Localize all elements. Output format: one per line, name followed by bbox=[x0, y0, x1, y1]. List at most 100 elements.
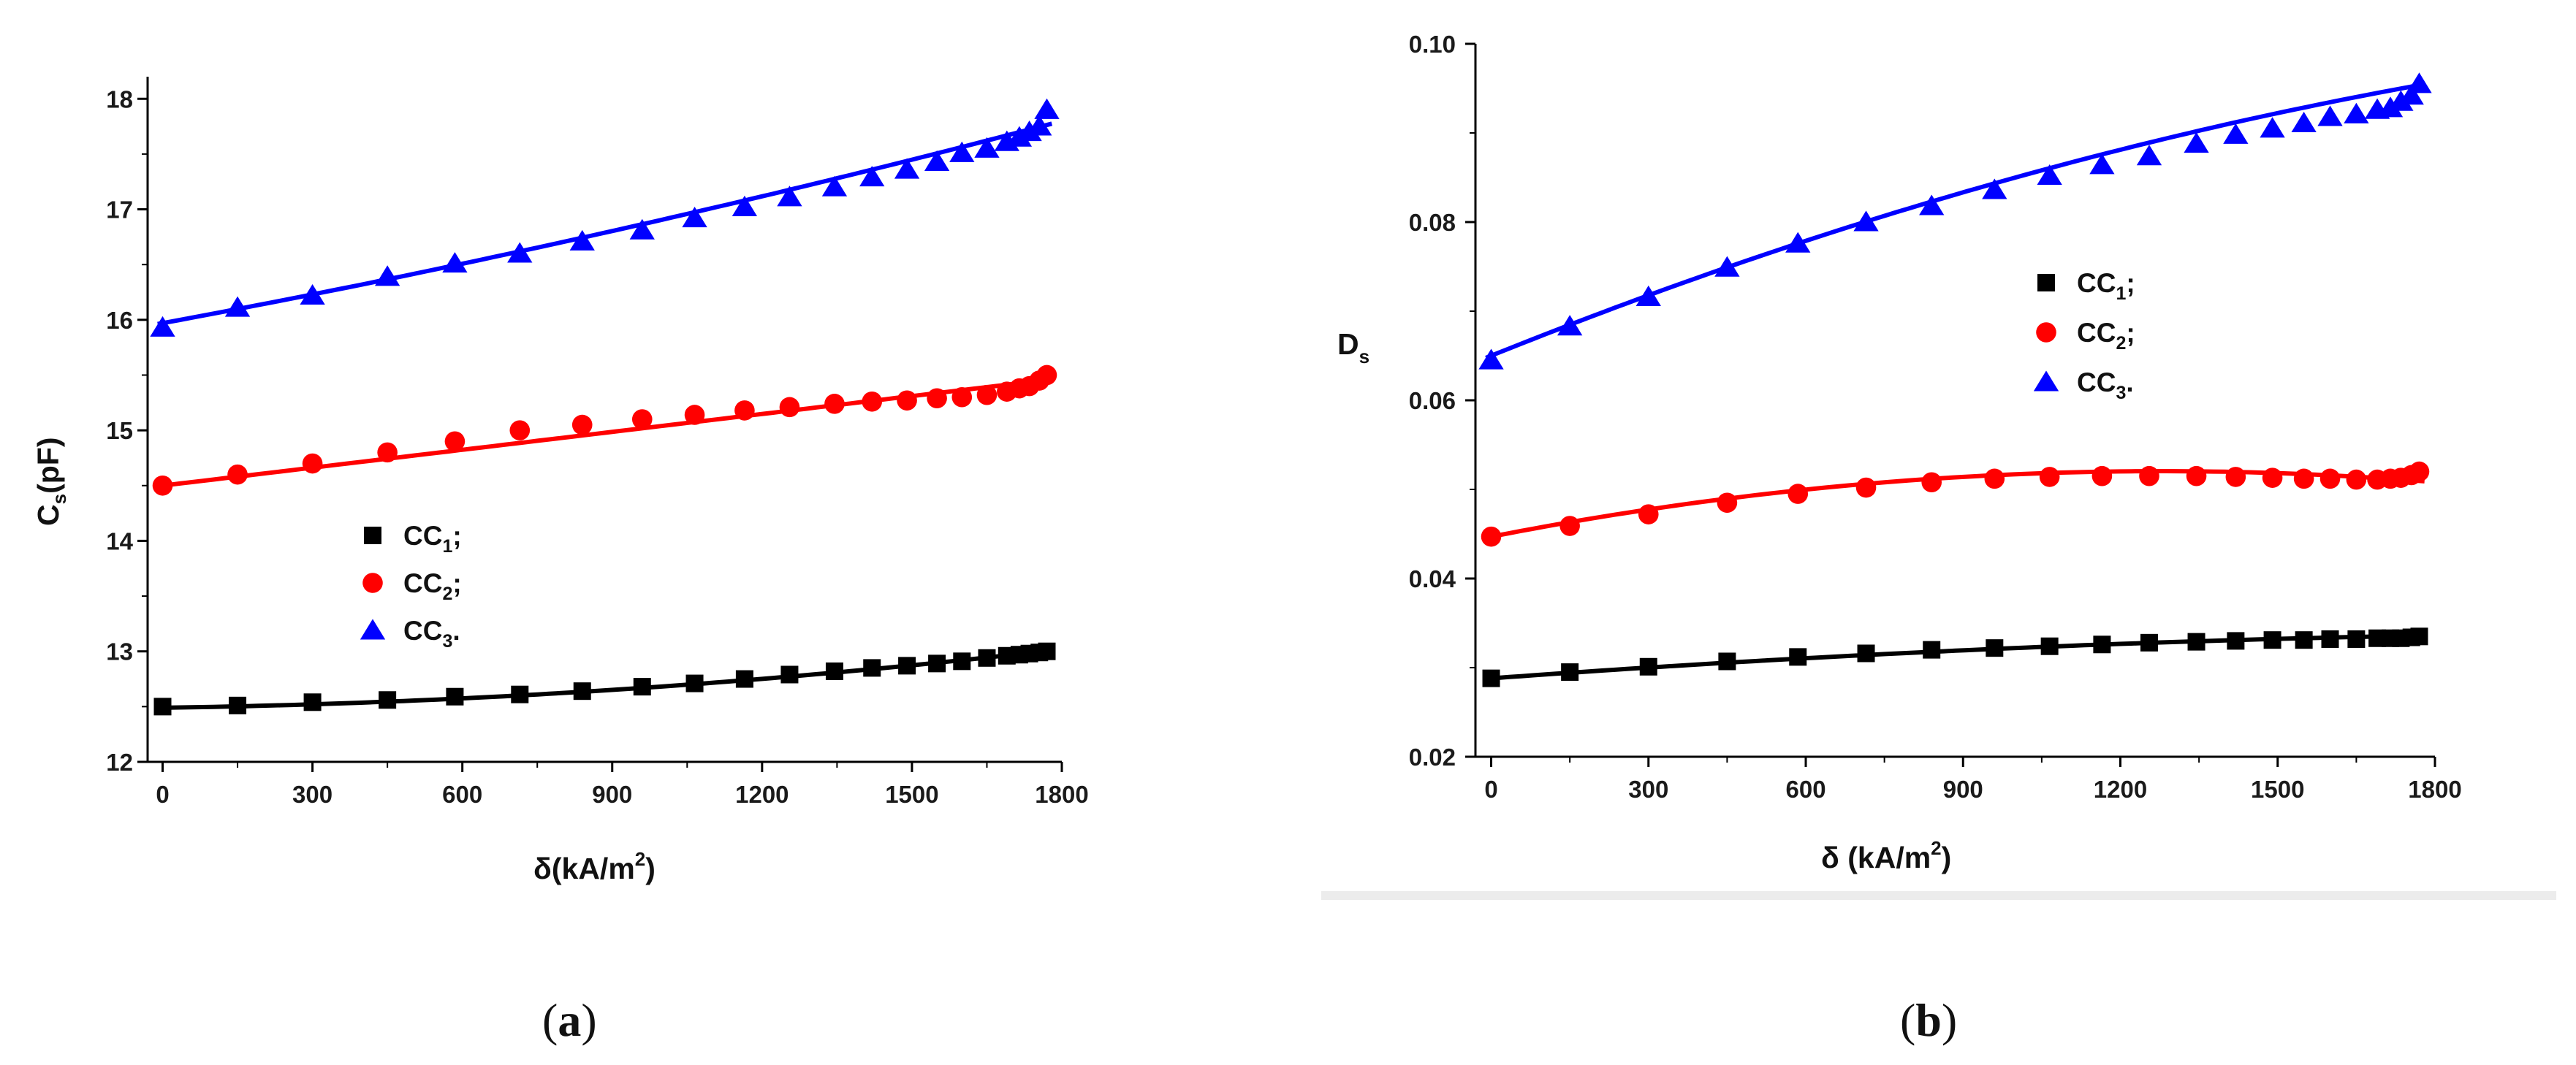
data-point-cc2 bbox=[1481, 526, 1502, 547]
data-point-cc3 bbox=[2291, 111, 2317, 133]
x-tick-label: 0 bbox=[156, 781, 169, 808]
data-point-cc1 bbox=[1482, 669, 1500, 687]
data-point-cc1 bbox=[379, 691, 397, 709]
legend-marker-cc2 bbox=[2036, 322, 2056, 343]
y-tick-label: 12 bbox=[106, 749, 133, 776]
data-point-cc3 bbox=[682, 207, 707, 228]
data-point-cc3 bbox=[1919, 194, 1945, 215]
data-point-cc3 bbox=[2388, 90, 2414, 111]
panel-a-legend: CC1; CC2; CC3. bbox=[360, 521, 462, 652]
data-point-cc1 bbox=[863, 659, 881, 677]
data-point-cc2 bbox=[2186, 465, 2207, 486]
legend-marker-cc3 bbox=[360, 619, 386, 640]
data-point-cc2 bbox=[684, 405, 705, 425]
data-point-cc3 bbox=[1006, 126, 1033, 147]
data-point-cc1 bbox=[2321, 630, 2339, 648]
data-point-cc3 bbox=[2184, 132, 2209, 153]
legend-label-cc1: CC1; bbox=[2077, 268, 2135, 304]
panel-a-axes bbox=[146, 77, 1062, 763]
panel-b-markers bbox=[1478, 72, 2432, 687]
data-point-cc1 bbox=[1038, 642, 1056, 660]
data-point-cc3 bbox=[1557, 315, 1583, 336]
data-point-cc3 bbox=[2260, 117, 2285, 138]
data-point-cc3 bbox=[569, 229, 595, 251]
data-point-cc3 bbox=[2377, 96, 2404, 118]
data-point-cc3 bbox=[442, 252, 468, 273]
data-point-cc2 bbox=[1717, 492, 1738, 514]
data-point-cc2 bbox=[897, 390, 917, 411]
x-tick-label: 300 bbox=[1628, 776, 1668, 803]
panel-a-y-axis-label: Cs(pF) bbox=[31, 438, 70, 526]
data-point-cc2 bbox=[1787, 484, 1809, 504]
legend-label-cc3: CC3. bbox=[403, 616, 460, 652]
fit-line-cc3 bbox=[1485, 82, 2425, 360]
data-point-cc2 bbox=[2319, 468, 2341, 489]
y-tick-label: 13 bbox=[106, 638, 133, 665]
legend-label-cc3: CC3. bbox=[2077, 367, 2134, 403]
data-point-cc2 bbox=[444, 431, 466, 452]
y-tick-label: 0.08 bbox=[1409, 209, 1456, 236]
x-tick-label: 600 bbox=[442, 781, 482, 808]
data-point-cc1 bbox=[1986, 639, 2004, 657]
panel-a-chart: 0 300 600 900 1200 1500 1800 12 13 14 15 16 17 18 CC1… bbox=[31, 77, 1089, 1046]
panel-a-x-axis-label: δ(kA/m2) bbox=[533, 848, 656, 885]
data-point-cc1 bbox=[1789, 648, 1807, 666]
data-point-cc3 bbox=[2317, 105, 2343, 126]
panel-b-legend: CC1; CC2; CC3. bbox=[2033, 268, 2135, 403]
y-tick-label: 14 bbox=[106, 527, 133, 554]
data-point-cc1 bbox=[898, 657, 916, 675]
data-point-cc2 bbox=[509, 420, 531, 440]
data-point-cc3 bbox=[1017, 121, 1042, 142]
data-point-cc3 bbox=[859, 166, 885, 187]
data-point-cc3 bbox=[2136, 145, 2162, 166]
x-tick-label: 900 bbox=[1943, 776, 1983, 803]
data-point-cc2 bbox=[1638, 504, 1659, 524]
data-point-cc3 bbox=[1785, 232, 1811, 253]
data-point-cc2 bbox=[2091, 465, 2113, 486]
data-point-cc1 bbox=[633, 678, 651, 696]
data-point-cc1 bbox=[2295, 631, 2313, 649]
data-point-cc1 bbox=[953, 652, 971, 671]
x-tick-label: 600 bbox=[1785, 776, 1825, 803]
x-tick-label: 1800 bbox=[2408, 776, 2461, 803]
data-point-cc2 bbox=[377, 442, 398, 463]
panel-a-markers bbox=[150, 98, 1060, 716]
data-point-cc2 bbox=[927, 388, 947, 409]
data-point-cc3 bbox=[974, 137, 1000, 158]
data-point-cc2 bbox=[302, 453, 323, 474]
data-point-cc2 bbox=[227, 464, 248, 485]
data-point-cc1 bbox=[153, 698, 172, 716]
legend-marker-cc1 bbox=[364, 527, 381, 544]
data-point-cc3 bbox=[1714, 256, 1740, 277]
data-point-cc1 bbox=[2263, 631, 2281, 649]
data-point-cc1 bbox=[303, 693, 322, 711]
panel-a-ticks: 0 300 600 900 1200 1500 1800 12 13 14 15 16 17 18 bbox=[106, 85, 1088, 808]
data-point-cc3 bbox=[507, 242, 533, 263]
data-point-cc1 bbox=[1561, 663, 1579, 682]
data-point-cc3 bbox=[150, 316, 175, 337]
x-tick-label: 1200 bbox=[2094, 776, 2147, 803]
data-point-cc1 bbox=[2410, 627, 2428, 646]
data-point-cc1 bbox=[511, 685, 529, 703]
data-point-cc2 bbox=[631, 409, 653, 430]
data-point-cc2 bbox=[2346, 469, 2367, 490]
data-point-cc1 bbox=[2140, 633, 2158, 652]
panel-b-chart: 0 300 600 900 1200 1500 1800 0.02 0.04 0.06 0.08 0.… bbox=[1321, 31, 2556, 1046]
data-point-cc1 bbox=[2187, 633, 2205, 651]
data-point-cc1 bbox=[978, 649, 996, 667]
legend-label-cc2: CC2; bbox=[403, 568, 462, 604]
legend-marker-cc1 bbox=[2037, 274, 2055, 291]
data-point-cc2 bbox=[152, 475, 173, 496]
x-tick-label: 1500 bbox=[885, 781, 938, 808]
panel-b-x-axis-label: δ (kA/m2) bbox=[1821, 837, 1951, 874]
data-point-cc3 bbox=[2223, 123, 2249, 144]
data-point-cc3 bbox=[821, 175, 848, 196]
y-tick-label: 15 bbox=[106, 417, 133, 444]
panel-b-y-axis-label: Ds bbox=[1337, 327, 1369, 367]
x-tick-label: 1500 bbox=[2251, 776, 2304, 803]
data-point-cc1 bbox=[928, 654, 946, 673]
data-point-cc3 bbox=[1982, 178, 2007, 199]
legend-marker-cc3 bbox=[2033, 370, 2059, 392]
data-point-cc3 bbox=[300, 283, 325, 305]
x-tick-label: 1200 bbox=[735, 781, 789, 808]
